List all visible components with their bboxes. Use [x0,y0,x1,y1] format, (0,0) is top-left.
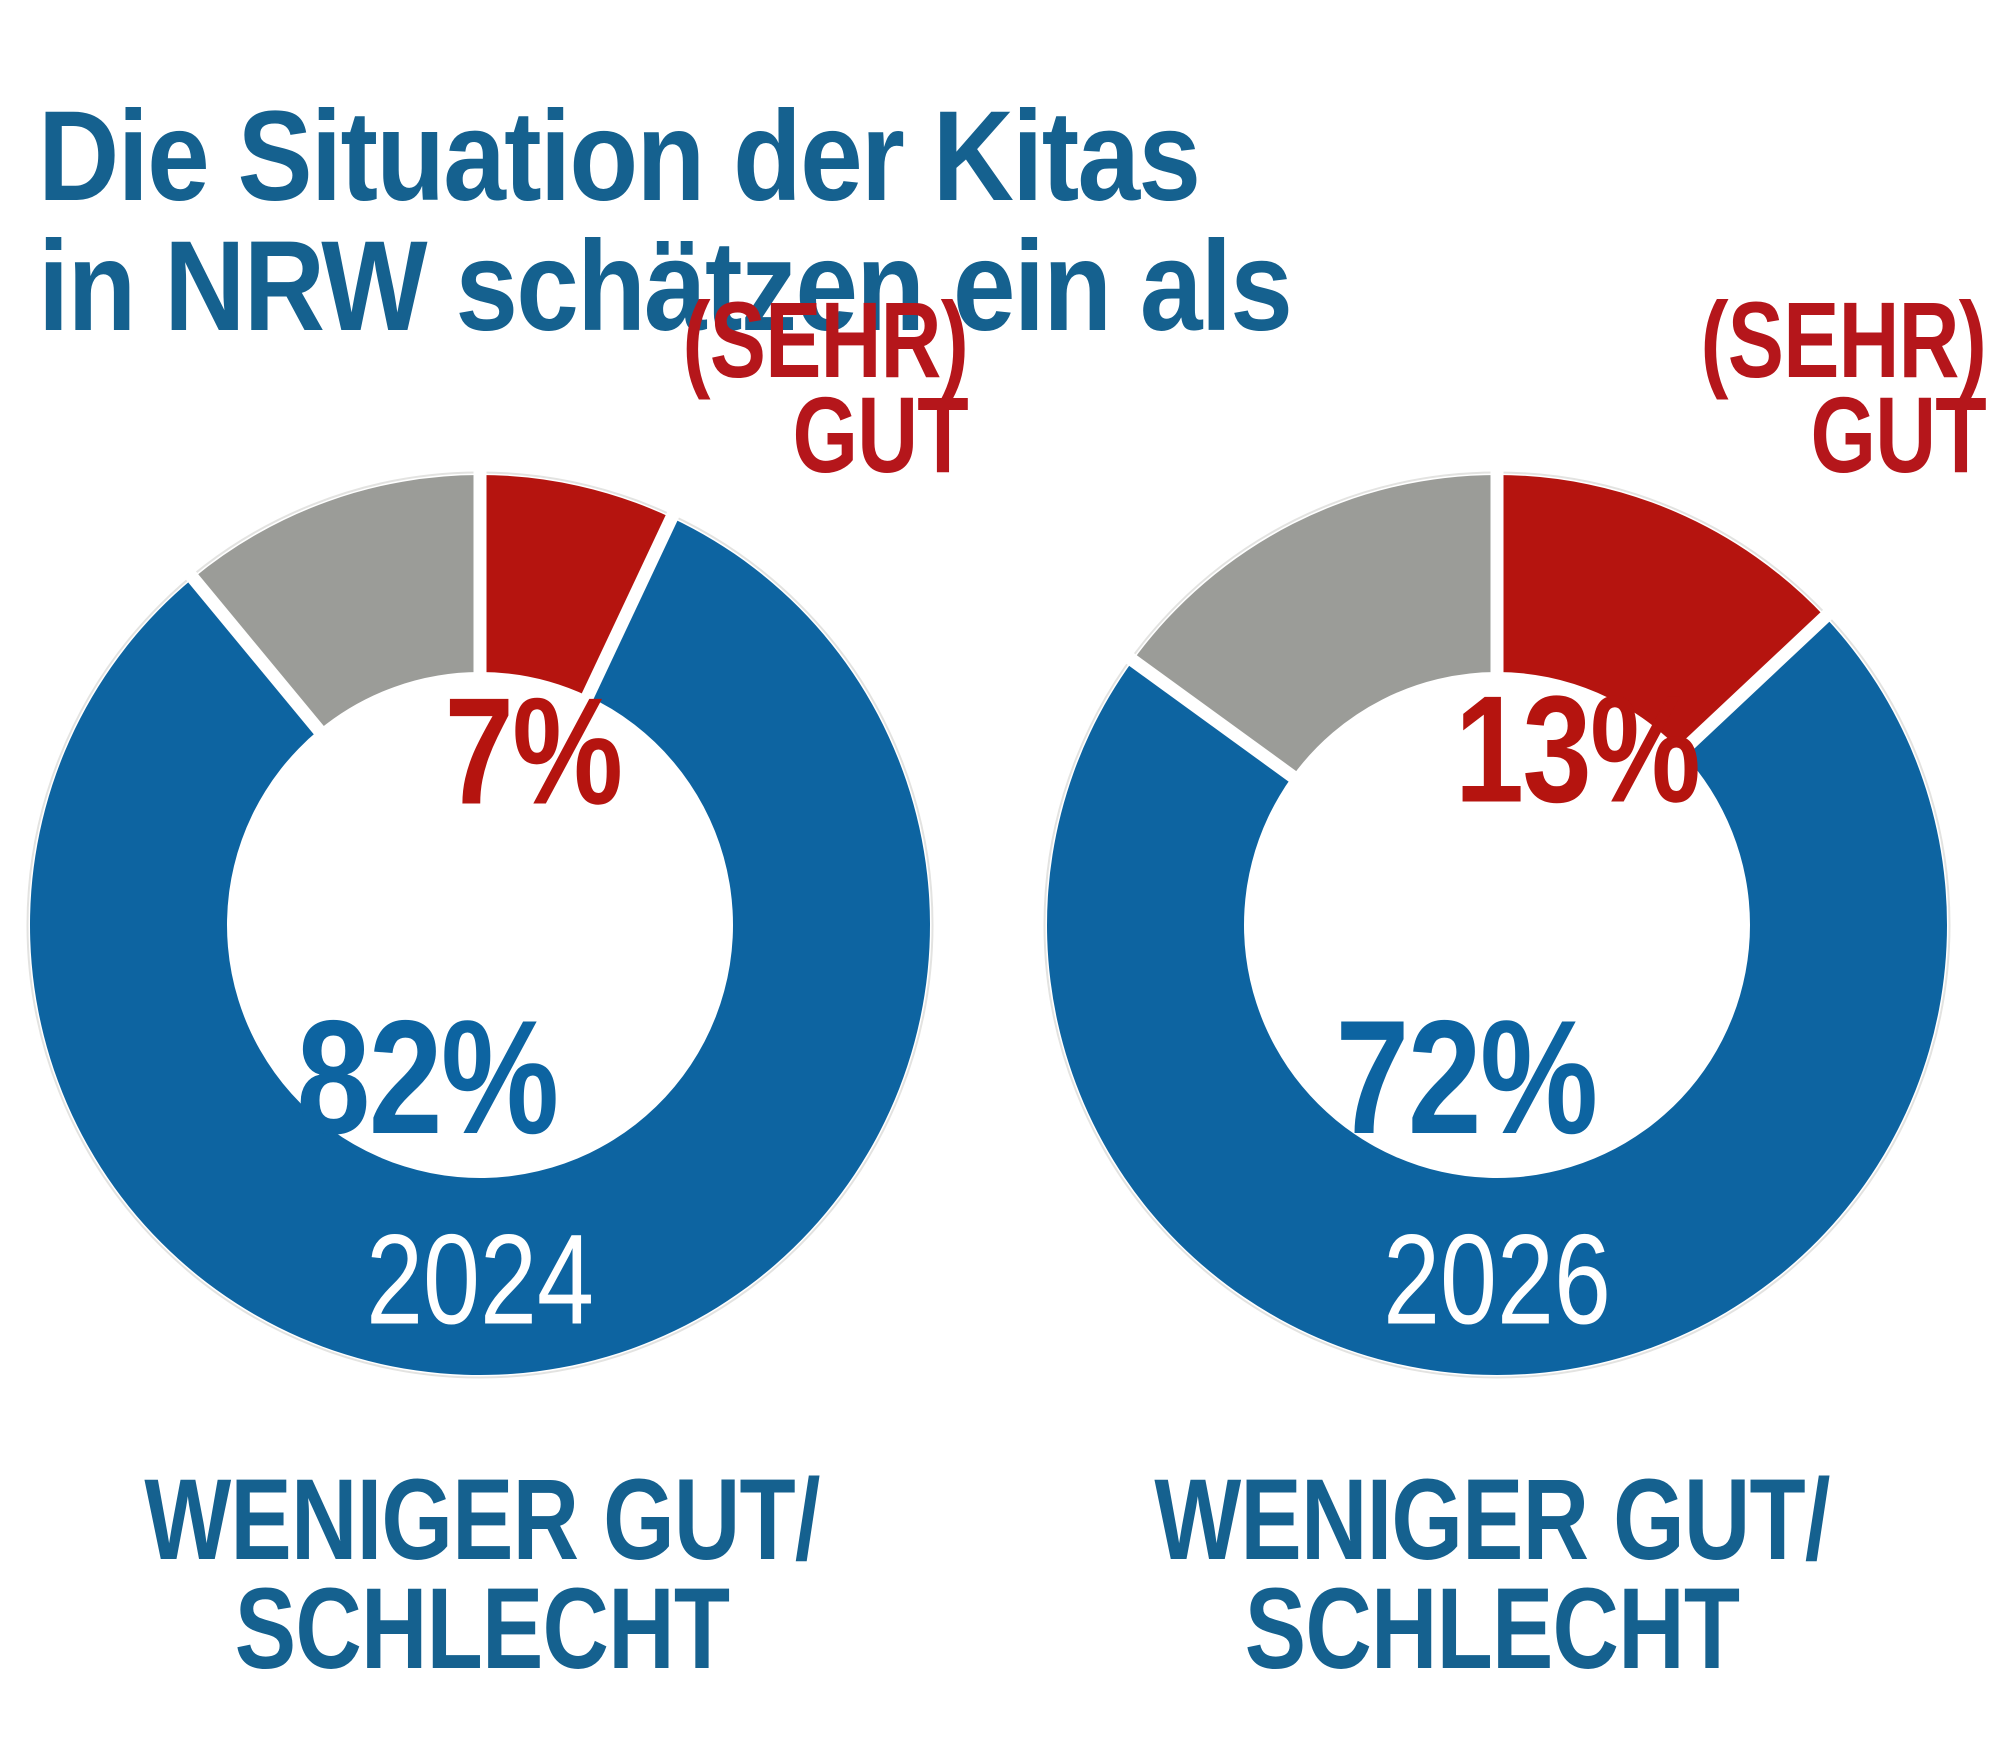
category-line2: SCHLECHT [1244,1565,1740,1694]
donut-slice-1 [30,517,930,1375]
slice-separator [1668,608,1834,765]
chart-title-line2: in NRW schätzen ein als [38,215,1293,359]
donut-slice-2 [193,475,480,731]
pct-label-bad-2024: 82% [296,987,560,1168]
callout-line2: GUT [792,374,969,496]
pct-label-bad-2026: 72% [1335,987,1599,1168]
donut-chart-2026 [1043,470,1951,1379]
category-line1: WENIGER GUT/ [1154,1456,1830,1584]
donut-chart-2024 [26,470,934,1379]
callout-line2: GUT [1810,374,1987,496]
chart-title-line1: Die Situation der Kitas [38,84,1201,228]
donut-slice-2 [1132,475,1497,777]
pct-label-good-2024: 7% [444,666,624,837]
callout-sehr-gut-2024: (SEHR) GUT [683,286,969,489]
category-label-2026: WENIGER GUT/SCHLECHT [1154,1463,1830,1687]
year-label-2026: 2026 [1383,1208,1611,1352]
category-label-2024: WENIGER GUT/SCHLECHT [144,1463,820,1687]
slice-separator [1125,652,1306,789]
slice-separator [576,510,680,710]
chart-title: Die Situation der Kitas in NRW schätzen e… [38,91,1293,353]
year-label-2024: 2024 [366,1208,594,1352]
category-line2: SCHLECHT [234,1565,730,1694]
donut-slice-1 [1047,616,1947,1375]
callout-sehr-gut-2026: (SEHR) GUT [1701,286,1987,489]
callout-line1: (SEHR) [682,279,969,400]
category-line1: WENIGER GUT/ [144,1456,820,1584]
pct-label-good-2026: 13% [1454,664,1701,835]
callout-line1: (SEHR) [1700,279,1987,400]
donut-slice-0 [1497,475,1826,752]
donut-slice-0 [480,475,672,697]
slice-separator [184,570,332,744]
